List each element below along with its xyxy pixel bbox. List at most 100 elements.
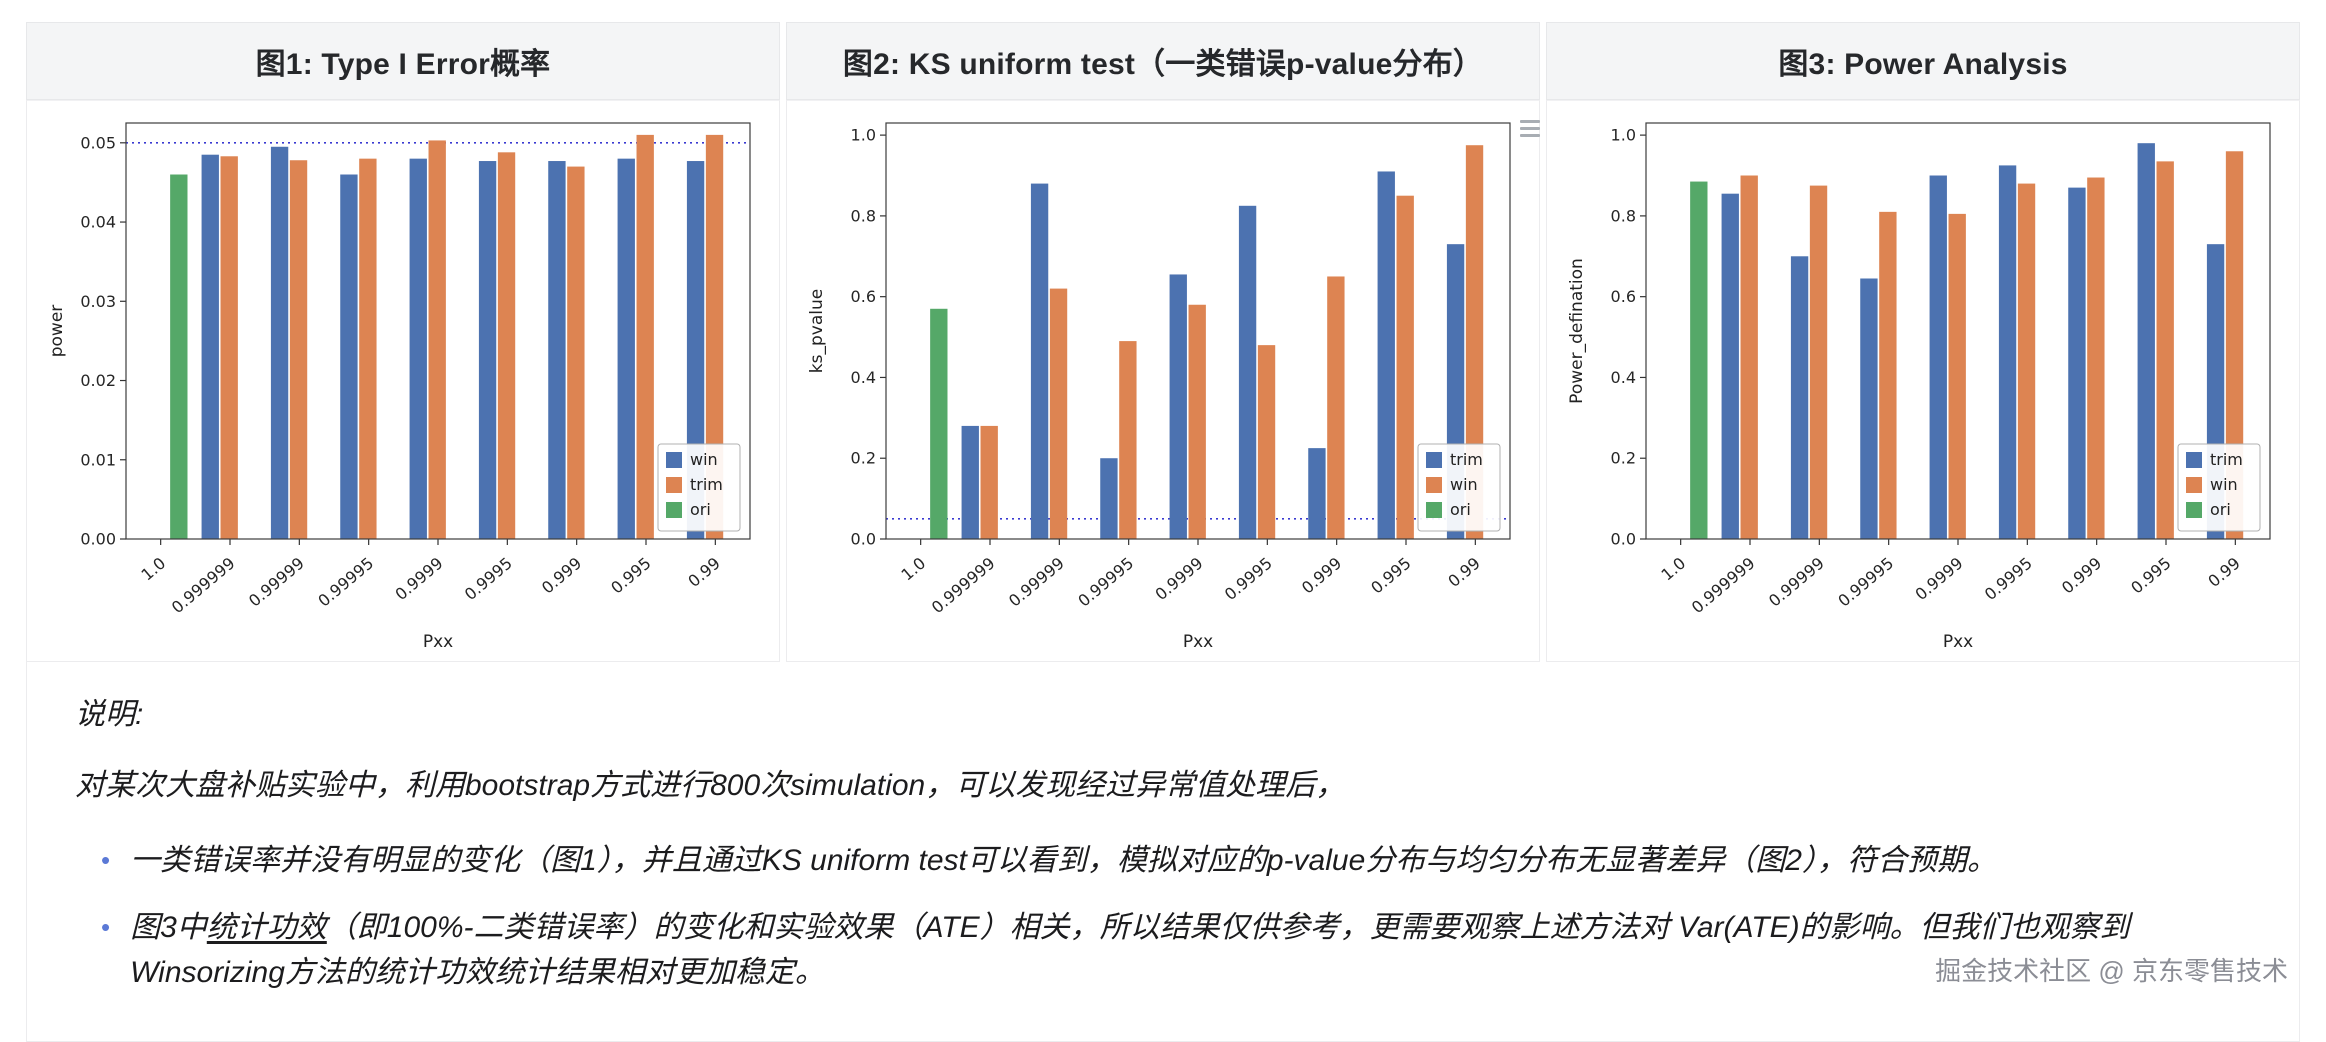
chart-row: 0.00 0.01 0.02 0.03 0.04 0.05 1.0 0.999999 0.999… bbox=[26, 100, 2300, 662]
legend-label-ori: ori bbox=[1450, 500, 1471, 519]
axes-frame bbox=[1645, 122, 2271, 540]
y-tick-label: 0.2 bbox=[851, 449, 876, 468]
y-tick-label: 1.0 bbox=[1611, 126, 1636, 145]
bar-trim bbox=[497, 152, 516, 539]
y-tick-label: 0.6 bbox=[1611, 287, 1636, 306]
x-tick-label: 0.99 bbox=[2204, 554, 2244, 591]
note-bullet: • 图3中统计功效（即100%-二类错误率）的变化和实验效果（ATE）相关，所以结… bbox=[101, 905, 2251, 995]
x-tick-label: 0.99995 bbox=[1834, 554, 1897, 611]
panel-title-1: 图1: Type I Error概率 bbox=[26, 22, 780, 100]
y-tick-label: 1.0 bbox=[851, 126, 876, 145]
bar-trim bbox=[1169, 274, 1187, 539]
legend-swatch-trim bbox=[2186, 452, 2202, 468]
x-tick-label: 0.999999 bbox=[928, 554, 999, 618]
bar-win bbox=[617, 158, 635, 539]
legend-swatch-ori bbox=[2186, 502, 2202, 518]
chart-panel-ks-test: 0.0 0.2 0.4 0.6 0.8 1.0 1.0 0.999999 0.99999 0.99… bbox=[786, 100, 1540, 662]
y-tick-label: 0.6 bbox=[851, 287, 876, 306]
panel-title-3: 图3: Power Analysis bbox=[1546, 22, 2300, 100]
bar-win bbox=[1119, 341, 1137, 539]
chart-panel-power: 0.0 0.2 0.4 0.6 0.8 1.0 1.0 0.999999 0.99999 0.99… bbox=[1546, 100, 2300, 662]
bar-trim bbox=[1790, 256, 1809, 539]
y-tick-label: 0.03 bbox=[80, 292, 116, 311]
y-tick-label: 0.8 bbox=[851, 206, 876, 225]
x-tick-label: 0.99 bbox=[684, 554, 724, 591]
bar-ori bbox=[1690, 181, 1708, 539]
notes-section: 说明: 对某次大盘补贴实验中，利用bootstrap方式进行800次simula… bbox=[26, 662, 2300, 1042]
y-tick-label: 0.02 bbox=[80, 371, 116, 390]
bar-trim bbox=[1860, 278, 1878, 539]
notes-intro: 对某次大盘补贴实验中，利用bootstrap方式进行800次simulation… bbox=[75, 769, 1346, 802]
x-tick-label: 0.995 bbox=[1367, 554, 1414, 598]
y-tick-label: 0.05 bbox=[80, 133, 116, 152]
x-tick-label: 0.999 bbox=[538, 554, 585, 598]
legend-label-trim: trim bbox=[1450, 450, 1483, 469]
chart-svg: 0.00.20.40.60.81.01.00.999999 0.99999 0.99… bbox=[1567, 122, 2271, 652]
y-tick-label: 0.04 bbox=[80, 213, 116, 232]
bar-win bbox=[1327, 276, 1345, 539]
bar-trim bbox=[1721, 193, 1739, 539]
notes-bullets: • 一类错误率并没有明显的变化（图1），并且通过KS uniform test可以… bbox=[75, 838, 2251, 995]
bar-ori bbox=[170, 174, 188, 539]
chart-ks-test: 0.0 0.2 0.4 0.6 0.8 1.0 1.0 0.999999 0.99999 0.99… bbox=[802, 107, 1524, 664]
bar-win bbox=[1465, 145, 1484, 539]
legend-swatch-ori bbox=[1426, 502, 1442, 518]
bar-win bbox=[409, 158, 427, 539]
y-tick-label: 0.8 bbox=[1611, 206, 1636, 225]
x-axis-label: Pxx bbox=[1943, 632, 1973, 652]
x-tick-label: 1.0 bbox=[898, 554, 930, 585]
y-tick-label: 0.00 bbox=[80, 530, 116, 549]
legend-swatch-win bbox=[666, 452, 682, 468]
x-tick-label: 0.995 bbox=[2127, 554, 2174, 598]
y-axis-label: power bbox=[47, 305, 67, 358]
x-tick-label: 0.995 bbox=[607, 554, 654, 598]
bar-trim bbox=[567, 166, 585, 540]
bullet-dot: • bbox=[101, 845, 111, 875]
bar-trim bbox=[705, 134, 724, 539]
x-tick-label: 0.999 bbox=[2058, 554, 2105, 598]
axes-frame bbox=[885, 122, 1511, 540]
legend-label-win: win bbox=[2210, 475, 2238, 494]
legend-swatch-trim bbox=[666, 477, 682, 493]
legend-label-ori: ori bbox=[2210, 500, 2231, 519]
bar-win bbox=[270, 146, 289, 539]
y-tick-label: 0.01 bbox=[80, 450, 116, 469]
legend-swatch-trim bbox=[1426, 452, 1442, 468]
bar-win bbox=[1809, 185, 1828, 540]
bar-win bbox=[1188, 304, 1206, 539]
x-tick-label: 0.99995 bbox=[1074, 554, 1137, 611]
x-axis-label: Pxx bbox=[423, 632, 453, 652]
bar-win bbox=[1740, 175, 1758, 539]
resize-handle-icon[interactable] bbox=[1520, 120, 1540, 141]
bar-win bbox=[1948, 213, 1966, 539]
bar-win bbox=[201, 154, 219, 539]
x-tick-label: 0.99999 bbox=[245, 554, 308, 611]
bullet-dot: • bbox=[101, 912, 111, 942]
panel-title-row: 图1: Type I Error概率 图2: KS uniform test（一… bbox=[26, 22, 2300, 100]
legend-swatch-ori bbox=[666, 502, 682, 518]
bar-win bbox=[1879, 211, 1897, 539]
note-bullet: • 一类错误率并没有明显的变化（图1），并且通过KS uniform test可以… bbox=[101, 838, 2251, 883]
x-axis-label: Pxx bbox=[1183, 632, 1213, 652]
chart-svg: 0.00.20.40.60.81.01.00.999999 0.99999 0.99… bbox=[807, 122, 1511, 652]
x-tick-label: 0.99995 bbox=[314, 554, 377, 611]
bar-win bbox=[548, 161, 566, 539]
x-tick-label: 0.9999 bbox=[1151, 554, 1206, 605]
x-tick-label: 0.9995 bbox=[1221, 554, 1276, 605]
bar-win bbox=[2017, 183, 2036, 539]
bullet-text: 一类错误率并没有明显的变化（图1），并且通过KS uniform test可以看… bbox=[130, 844, 1997, 877]
y-tick-label: 0.4 bbox=[851, 368, 876, 387]
chart-type1-error: 0.00 0.01 0.02 0.03 0.04 0.05 1.0 0.999999 0.999… bbox=[42, 107, 764, 664]
x-tick-label: 1.0 bbox=[1658, 554, 1690, 585]
bar-win bbox=[2156, 161, 2174, 539]
x-tick-label: 1.0 bbox=[138, 554, 170, 585]
x-tick-label: 0.9995 bbox=[461, 554, 516, 605]
bar-win bbox=[340, 174, 358, 539]
x-tick-label: 0.9999 bbox=[391, 554, 446, 605]
y-tick-label: 0.4 bbox=[1611, 368, 1636, 387]
bar-trim bbox=[428, 140, 446, 539]
x-tick-label: 0.99 bbox=[1444, 554, 1484, 591]
bar-trim bbox=[1308, 448, 1326, 539]
report: 图1: Type I Error概率 图2: KS uniform test（一… bbox=[26, 22, 2300, 1042]
bar-trim bbox=[1030, 183, 1049, 539]
